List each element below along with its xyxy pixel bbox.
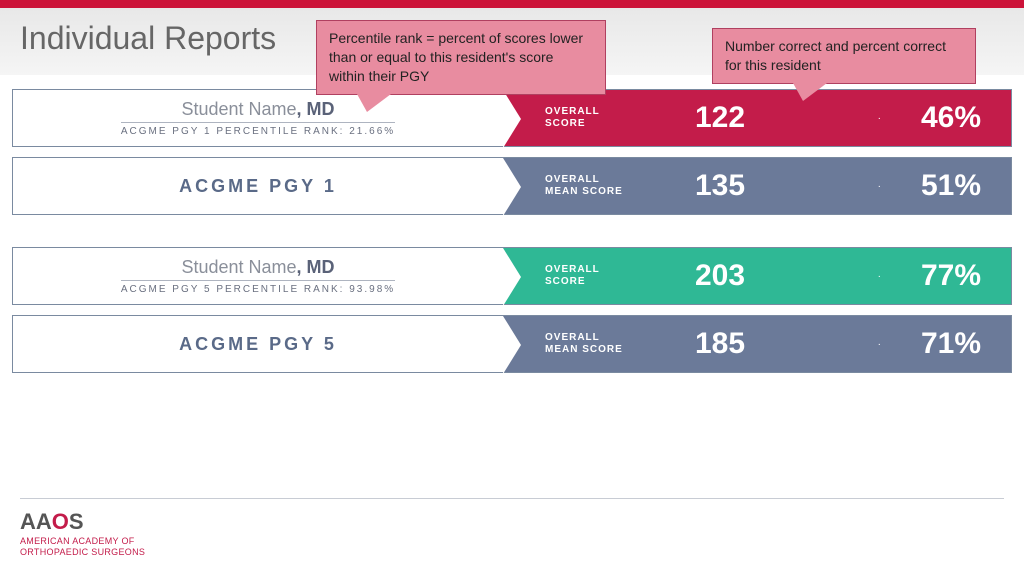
top-accent-bar xyxy=(0,0,1024,8)
student-name: Student Name xyxy=(181,99,296,119)
score-row: ACGME PGY 5 OVERALL MEAN SCORE 185 · 71% xyxy=(12,315,1012,373)
student-name-line: Student Name, MD xyxy=(181,99,334,120)
score-label: OVERALL SCORE xyxy=(545,106,635,130)
row-right-panel: OVERALL SCORE 122 · 46% xyxy=(503,90,1011,146)
row-left-panel: Student Name, MD ACGME PGY 1 PERCENTILE … xyxy=(13,90,503,146)
logo-text-pre: AA xyxy=(20,509,52,534)
row-right-panel: OVERALL MEAN SCORE 185 · 71% xyxy=(503,316,1011,372)
callout-percentile-text: Percentile rank = percent of scores lowe… xyxy=(329,30,583,84)
row-right-panel: OVERALL SCORE 203 · 77% xyxy=(503,248,1011,304)
logo-sub-line1: AMERICAN ACADEMY OF xyxy=(20,536,1004,547)
logo: AAOS xyxy=(20,509,1004,535)
score-label: OVERALL MEAN SCORE xyxy=(545,332,635,356)
student-suffix: , MD xyxy=(297,99,335,119)
score-separator: · xyxy=(878,339,881,350)
row-left-panel: ACGME PGY 5 xyxy=(13,316,503,372)
student-suffix: , MD xyxy=(297,257,335,277)
row-right-panel: OVERALL MEAN SCORE 135 · 51% xyxy=(503,158,1011,214)
callout-score: Number correct and percent correct for t… xyxy=(712,28,976,84)
score-rows: Student Name, MD ACGME PGY 1 PERCENTILE … xyxy=(0,89,1024,373)
percentile-rank: ACGME PGY 1 PERCENTILE RANK: 21.66% xyxy=(121,122,395,137)
score-separator: · xyxy=(878,113,881,124)
score-label: OVERALL SCORE xyxy=(545,264,635,288)
callout-percentile: Percentile rank = percent of scores lowe… xyxy=(316,20,606,95)
score-percent: 71% xyxy=(921,327,981,361)
score-separator: · xyxy=(878,271,881,282)
callout-score-text: Number correct and percent correct for t… xyxy=(725,38,946,73)
row-gap xyxy=(12,215,1012,237)
callout-tail-icon xyxy=(357,94,391,112)
percentile-rank: ACGME PGY 5 PERCENTILE RANK: 93.98% xyxy=(121,280,395,295)
logo-subtitle: AMERICAN ACADEMY OF ORTHOPAEDIC SURGEONS xyxy=(20,536,1004,558)
cohort-label: ACGME PGY 5 xyxy=(179,334,337,355)
student-name: Student Name xyxy=(181,257,296,277)
logo-text-accent: O xyxy=(52,509,69,534)
arrow-notch-icon xyxy=(503,158,521,216)
score-value: 185 xyxy=(695,327,815,361)
score-row: Student Name, MD ACGME PGY 5 PERCENTILE … xyxy=(12,247,1012,305)
score-value: 203 xyxy=(695,259,815,293)
score-value: 122 xyxy=(695,101,815,135)
arrow-notch-icon xyxy=(503,248,521,306)
logo-sub-line2: ORTHOPAEDIC SURGEONS xyxy=(20,547,1004,558)
arrow-notch-icon xyxy=(503,90,521,148)
arrow-notch-icon xyxy=(503,316,521,374)
score-percent: 77% xyxy=(921,259,981,293)
score-row: Student Name, MD ACGME PGY 1 PERCENTILE … xyxy=(12,89,1012,147)
student-name-line: Student Name, MD xyxy=(181,257,334,278)
logo-text-post: S xyxy=(69,509,84,534)
score-separator: · xyxy=(878,181,881,192)
score-percent: 46% xyxy=(921,101,981,135)
row-left-panel: ACGME PGY 1 xyxy=(13,158,503,214)
score-percent: 51% xyxy=(921,169,981,203)
score-value: 135 xyxy=(695,169,815,203)
score-label: OVERALL MEAN SCORE xyxy=(545,174,635,198)
cohort-label: ACGME PGY 1 xyxy=(179,176,337,197)
row-left-panel: Student Name, MD ACGME PGY 5 PERCENTILE … xyxy=(13,248,503,304)
footer: AAOS AMERICAN ACADEMY OF ORTHOPAEDIC SUR… xyxy=(20,498,1004,558)
score-row: ACGME PGY 1 OVERALL MEAN SCORE 135 · 51% xyxy=(12,157,1012,215)
callout-tail-icon xyxy=(793,83,827,101)
